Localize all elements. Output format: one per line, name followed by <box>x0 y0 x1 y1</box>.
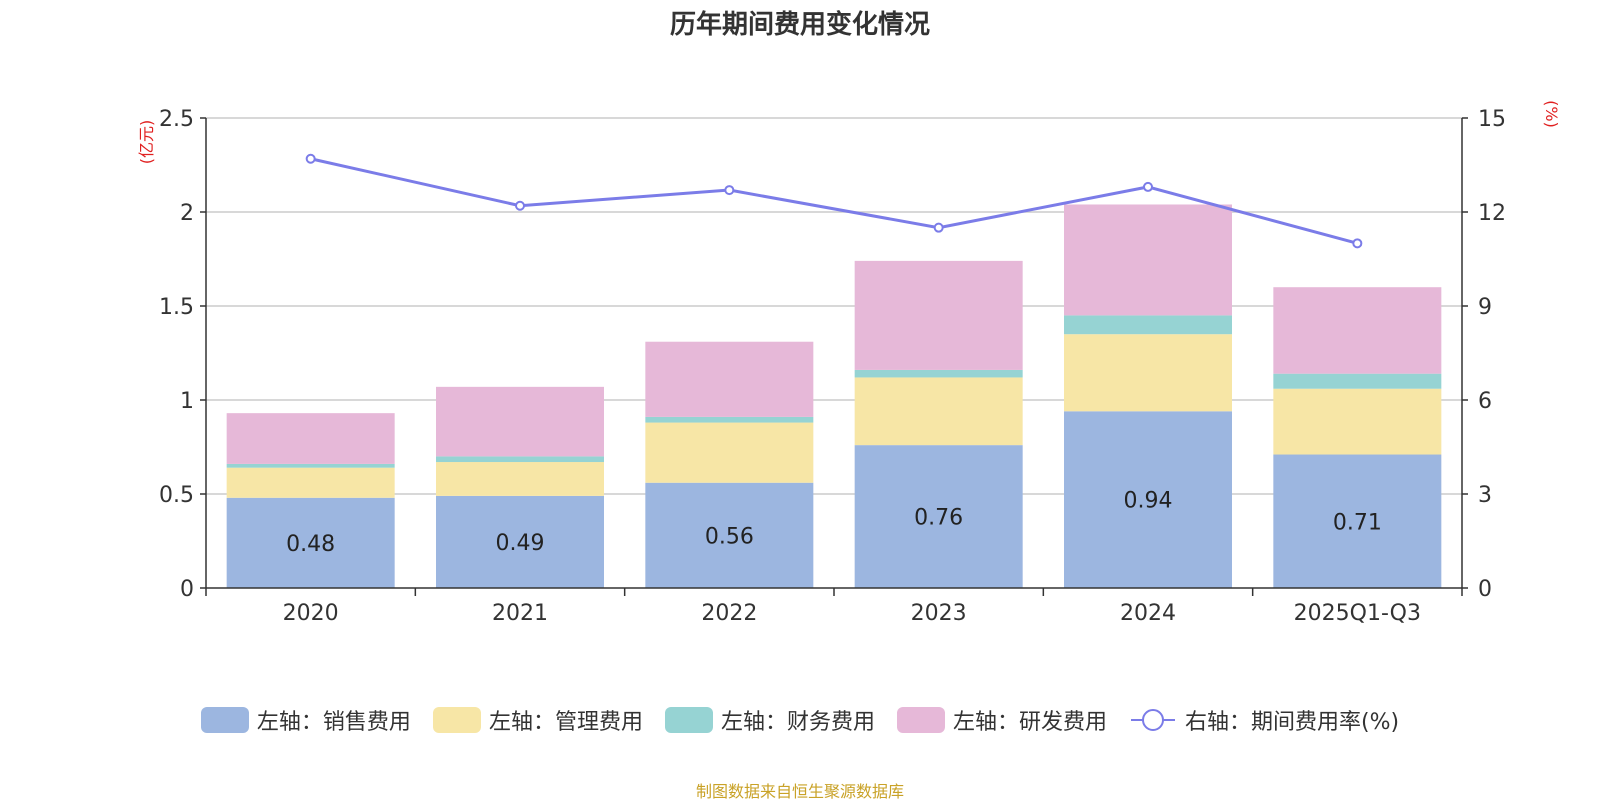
rate-point-2020 <box>305 153 316 164</box>
bar-s3-2024 <box>1064 204 1232 316</box>
rate-line <box>310 157 1358 245</box>
left-tick-label-1: 0.5 <box>159 483 194 508</box>
bar-s2-2024 <box>1064 315 1232 335</box>
bar-s0-2021 <box>436 495 604 588</box>
legend-label-admin: 左轴：管理费用 <box>488 710 643 735</box>
data-label-2025Q1-Q3: 0.71 <box>1333 510 1382 535</box>
legend-label-rate: 右轴：期间费用率(%) <box>1184 710 1400 735</box>
rate-point-2021 <box>515 200 525 211</box>
legend-swatch-admin <box>432 707 481 733</box>
left-axis-unit-label: (亿元) <box>137 120 156 165</box>
bar-s1-2022 <box>645 422 814 483</box>
left-tick-label-0: 0 <box>180 577 194 602</box>
left-tick-label-5: 2.5 <box>159 107 194 132</box>
chart-title: 历年期间费用变化情况 <box>669 10 930 40</box>
right-axis-unit-label: (%) <box>1542 100 1561 128</box>
legend-label-finance: 左轴：财务费用 <box>720 710 875 735</box>
legend-line-marker-icon <box>1130 709 1175 731</box>
rate-point-2024 <box>1143 181 1153 192</box>
bar-s2-2025Q1-Q3 <box>1273 373 1442 389</box>
data-label-2022: 0.56 <box>705 524 754 549</box>
right-tick-label-4: 12 <box>1478 201 1506 226</box>
bar-s1-2023 <box>854 377 1023 446</box>
data-label-2020: 0.48 <box>286 532 335 557</box>
bar-s3-2020 <box>226 413 395 464</box>
legend-label-sales: 左轴：销售费用 <box>256 710 411 735</box>
legend-swatch-finance <box>664 707 713 733</box>
legend: 左轴：销售费用 左轴：管理费用 左轴：财务费用 左轴：研发费用 右轴：期间费用率… <box>0 704 1600 736</box>
bar-s2-2020 <box>226 463 395 468</box>
bar-s0-2025Q1-Q3 <box>1273 454 1442 588</box>
x-tick-label-4: 2024 <box>1120 601 1176 626</box>
bar-s0-2023 <box>854 445 1023 588</box>
legend-item-rnd[interactable]: 左轴：研发费用 <box>896 704 1107 736</box>
bar-s3-2023 <box>854 260 1023 370</box>
bar-s3-2021 <box>436 386 604 457</box>
bar-s2-2023 <box>854 369 1023 378</box>
rate-point-2023 <box>933 222 944 233</box>
x-tick-label-1: 2021 <box>492 601 548 626</box>
legend-swatch-rnd <box>896 707 945 733</box>
source-note: 制图数据来自恒生聚源数据库 <box>695 782 904 801</box>
left-tick-label-3: 1.5 <box>159 295 194 320</box>
left-tick-label-4: 2 <box>180 201 194 226</box>
bar-s3-2025Q1-Q3 <box>1273 287 1442 374</box>
bar-s1-2025Q1-Q3 <box>1273 388 1442 455</box>
bar-s3-2022 <box>645 341 814 417</box>
bar-s1-2024 <box>1064 334 1232 412</box>
x-tick-label-0: 2020 <box>283 601 339 626</box>
legend-item-admin[interactable]: 左轴：管理费用 <box>432 704 643 736</box>
right-tick-label-1: 3 <box>1478 483 1492 508</box>
bar-s0-2020 <box>226 497 395 588</box>
rate-point-2025Q1-Q3 <box>1352 238 1363 249</box>
right-tick-label-3: 9 <box>1478 295 1492 320</box>
bar-s2-2021 <box>436 456 604 463</box>
right-tick-label-0: 0 <box>1478 577 1492 602</box>
rate-point-2022 <box>724 185 735 196</box>
legend-label-rnd: 左轴：研发费用 <box>952 710 1107 735</box>
data-label-2024: 0.94 <box>1124 489 1173 514</box>
legend-item-finance[interactable]: 左轴：财务费用 <box>664 704 875 736</box>
x-tick-label-5: 2025Q1-Q3 <box>1294 601 1421 626</box>
legend-item-rate[interactable]: 右轴：期间费用率(%) <box>1129 704 1399 736</box>
x-tick-label-2: 2022 <box>701 601 757 626</box>
legend-item-sales[interactable]: 左轴：销售费用 <box>200 704 411 736</box>
bar-s0-2022 <box>645 482 814 588</box>
right-tick-label-2: 6 <box>1478 389 1492 414</box>
data-label-2023: 0.76 <box>914 506 963 531</box>
legend-swatch-sales <box>200 707 249 733</box>
bar-s1-2021 <box>436 462 604 496</box>
right-tick-label-5: 15 <box>1478 107 1506 132</box>
x-tick-label-3: 2023 <box>911 601 967 626</box>
bar-s2-2022 <box>645 416 814 423</box>
bar-s1-2020 <box>226 467 395 498</box>
bar-s0-2024 <box>1064 411 1232 588</box>
left-tick-label-2: 1 <box>180 389 194 414</box>
data-label-2021: 0.49 <box>496 531 545 556</box>
